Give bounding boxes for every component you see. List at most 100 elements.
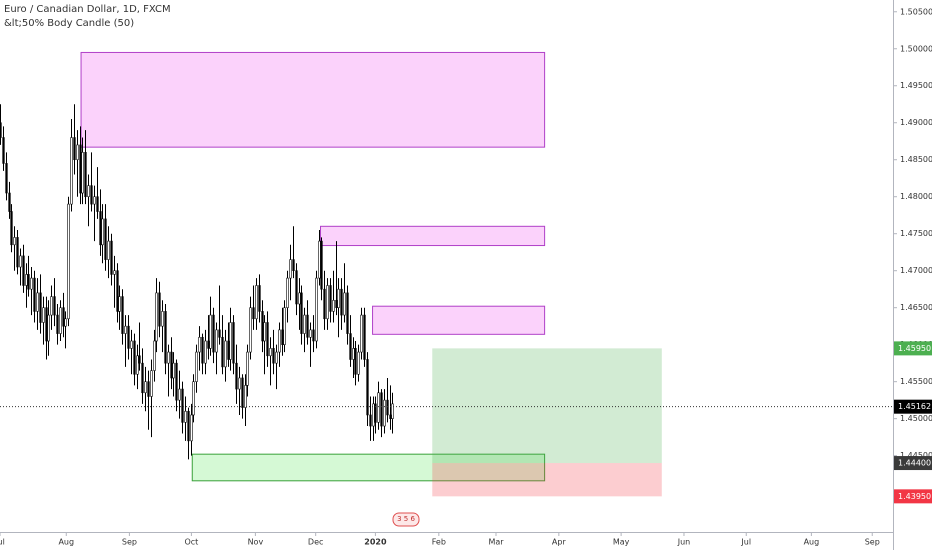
candle-body bbox=[42, 307, 45, 323]
candle-body bbox=[218, 329, 221, 338]
candle-body bbox=[232, 322, 235, 364]
candle-body bbox=[300, 292, 303, 334]
zone bbox=[372, 305, 546, 335]
zone bbox=[432, 463, 662, 497]
candle-body bbox=[312, 329, 315, 342]
candle-body bbox=[329, 285, 332, 312]
candle-body bbox=[192, 381, 195, 416]
candle-body bbox=[13, 237, 16, 246]
candle-body bbox=[73, 137, 76, 161]
event-marker[interactable]: 3 5 6 bbox=[397, 515, 415, 523]
candle-body bbox=[343, 292, 346, 316]
candle-body bbox=[79, 144, 82, 194]
candle-body bbox=[340, 288, 343, 316]
candle-body bbox=[369, 414, 372, 427]
candle-body bbox=[272, 348, 275, 364]
candle-body bbox=[107, 240, 110, 260]
y-tick-label: 1.44500 bbox=[900, 451, 932, 460]
candle-body bbox=[164, 311, 167, 364]
candle-body bbox=[5, 163, 8, 194]
price-label-box bbox=[894, 341, 932, 356]
candle-body bbox=[116, 270, 119, 312]
candle-body bbox=[141, 362, 144, 394]
y-tick-label: 1.45500 bbox=[900, 377, 932, 386]
candle-body bbox=[22, 255, 25, 286]
candle-body bbox=[391, 403, 394, 419]
candle-body bbox=[283, 307, 286, 345]
y-tick-label: 1.47000 bbox=[900, 266, 932, 275]
x-tick-label: Apr bbox=[552, 538, 567, 547]
candle-body bbox=[374, 403, 377, 423]
candle-body bbox=[289, 259, 292, 279]
y-tick-label: 1.45000 bbox=[900, 414, 932, 423]
chart-title: Euro / Canadian Dollar, 1D, FXCM bbox=[4, 4, 171, 15]
candle-body bbox=[377, 392, 380, 423]
candle-body bbox=[184, 410, 187, 423]
candle-body bbox=[212, 314, 215, 353]
y-tick-label: 1.49000 bbox=[900, 118, 932, 127]
candle-body bbox=[56, 314, 59, 334]
candle-body bbox=[101, 218, 104, 246]
candle-body bbox=[187, 410, 190, 442]
candle-body bbox=[241, 377, 244, 408]
candle-body bbox=[96, 196, 99, 212]
candle-body bbox=[286, 277, 289, 308]
candle-body bbox=[2, 137, 5, 164]
candle-body bbox=[366, 359, 369, 416]
zone bbox=[80, 51, 546, 148]
event-marker-box[interactable] bbox=[392, 512, 420, 527]
candle-body bbox=[53, 296, 56, 316]
candle-body bbox=[326, 285, 329, 320]
x-tick-label: Sep bbox=[865, 538, 880, 547]
candle-body bbox=[10, 211, 13, 246]
price-label: 1.43950 bbox=[898, 492, 931, 501]
y-tick-label: 1.46500 bbox=[900, 303, 932, 312]
y-tick-label: 1.50000 bbox=[900, 44, 932, 53]
candle-body bbox=[332, 299, 335, 312]
candle-body bbox=[227, 340, 230, 360]
candle-body bbox=[190, 414, 193, 442]
candle-body bbox=[124, 325, 127, 334]
candle-body bbox=[360, 314, 363, 353]
candle-body bbox=[295, 270, 298, 305]
x-tick-label: May bbox=[613, 538, 630, 547]
axes: 1.50500 1.50000 1.49500 1.49000 1.48500 1.480… bbox=[0, 7, 932, 547]
candle-body bbox=[198, 336, 201, 353]
candle-body bbox=[16, 237, 19, 268]
candle-body bbox=[209, 314, 212, 349]
candle-body bbox=[161, 311, 164, 327]
candle-body bbox=[380, 392, 383, 427]
candle-body bbox=[30, 277, 33, 290]
candle-body bbox=[238, 377, 241, 390]
candle-body bbox=[320, 240, 323, 290]
candle-body bbox=[229, 322, 232, 360]
candle-body bbox=[113, 270, 116, 275]
candle-body bbox=[235, 362, 238, 390]
x-tick-label: Mar bbox=[488, 538, 504, 547]
candle-body bbox=[349, 333, 352, 360]
candle-body bbox=[0, 122, 2, 138]
price-label-box bbox=[894, 399, 932, 414]
candle-body bbox=[337, 288, 340, 308]
candle-body bbox=[25, 274, 28, 286]
candle-body bbox=[252, 307, 255, 320]
y-tick-label: 1.48500 bbox=[900, 155, 932, 164]
candle-body bbox=[167, 351, 170, 364]
candle-body bbox=[150, 370, 153, 397]
candle-body bbox=[178, 388, 181, 401]
candle-body bbox=[172, 362, 175, 379]
y-tick-label: 1.50500 bbox=[900, 7, 932, 16]
candle-body bbox=[138, 355, 141, 364]
candle-body bbox=[130, 340, 133, 349]
candle-body bbox=[204, 340, 207, 364]
candle-body bbox=[67, 203, 70, 320]
price-label: 1.45162 bbox=[898, 402, 931, 411]
candle-body bbox=[27, 274, 30, 290]
candle-body bbox=[87, 185, 90, 198]
x-tick-label: Aug bbox=[804, 538, 820, 547]
candle-body bbox=[389, 414, 392, 419]
x-tick-label: Jul bbox=[0, 538, 5, 547]
candles bbox=[0, 104, 394, 460]
price-label-box bbox=[894, 489, 932, 504]
y-tick-label: 1.47500 bbox=[900, 229, 932, 238]
